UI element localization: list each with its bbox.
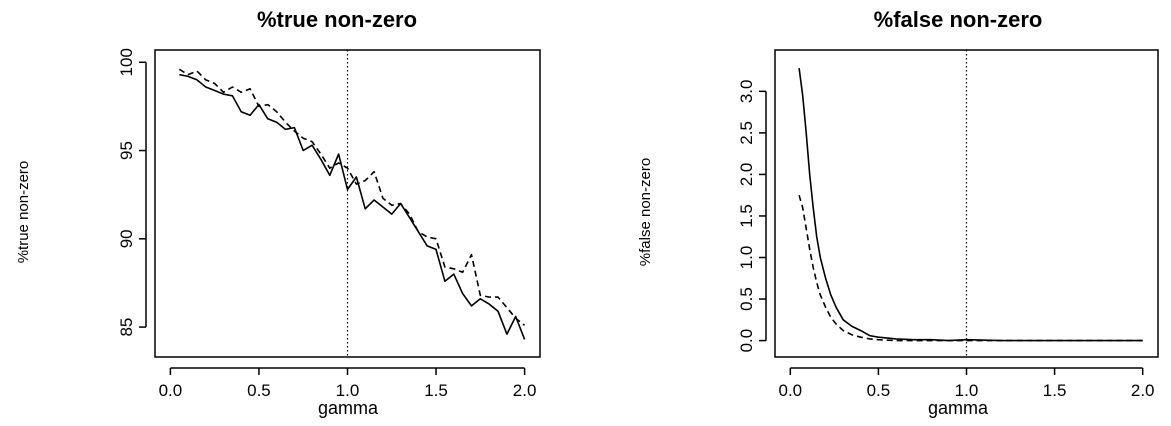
right-series-solid: [798, 67, 1143, 342]
right-axis-layer: 0.0 0.5 1.0 1.5 2.0 0.0 0.5 1.0 1.5 2.0 2.5 3.0: [737, 80, 1155, 400]
left-x-tick-label: 0.0: [159, 381, 183, 400]
right-x-tick-label: 0.5: [867, 381, 891, 400]
left-axis-layer: 0.0 0.5 1.0 1.5 2.0 85 90 95 100: [117, 48, 536, 400]
left-series-layer: [178, 68, 526, 340]
right-x-tick-label: 0.0: [778, 381, 802, 400]
right-chart-panel: %false non-zero %false non-zero gamma 0.…: [637, 7, 1159, 418]
right-series-dashed: [798, 194, 1143, 342]
right-x-tick-label: 1.5: [1043, 381, 1067, 400]
left-x-tick-label: 1.0: [336, 381, 360, 400]
right-y-axis-label: %false non-zero: [637, 158, 654, 266]
right-y-tick-label: 3.0: [737, 80, 756, 104]
left-y-tick-label: 90: [117, 229, 136, 248]
left-x-tick-label: 2.0: [513, 381, 537, 400]
left-series-solid: [179, 73, 526, 340]
right-y-tick-label: 2.0: [737, 163, 756, 187]
right-y-tick-label: 1.0: [737, 246, 756, 270]
right-chart-title: %false non-zero: [874, 7, 1043, 32]
right-series-layer: [798, 67, 1143, 342]
left-y-tick-label: 95: [117, 141, 136, 160]
left-y-tick-label: 85: [117, 318, 136, 337]
left-chart-title: %true non-zero: [257, 7, 417, 32]
left-series-dashed: [178, 68, 526, 326]
right-y-tick-label: 0.0: [737, 329, 756, 353]
right-x-tick-label: 1.0: [955, 381, 979, 400]
left-x-tick-label: 0.5: [247, 381, 271, 400]
left-y-tick-label: 100: [117, 48, 136, 76]
right-y-tick-label: 2.5: [737, 121, 756, 145]
left-chart-panel: %true non-zero %true non-zero gamma 0.0 0…: [15, 7, 541, 418]
left-x-axis-label: gamma: [318, 398, 379, 418]
left-x-tick-label: 1.5: [424, 381, 448, 400]
left-y-axis-label: %true non-zero: [15, 161, 32, 264]
right-x-tick-label: 2.0: [1131, 381, 1155, 400]
right-x-axis-label: gamma: [928, 398, 989, 418]
right-y-tick-label: 1.5: [737, 204, 756, 228]
right-y-tick-label: 0.5: [737, 287, 756, 311]
